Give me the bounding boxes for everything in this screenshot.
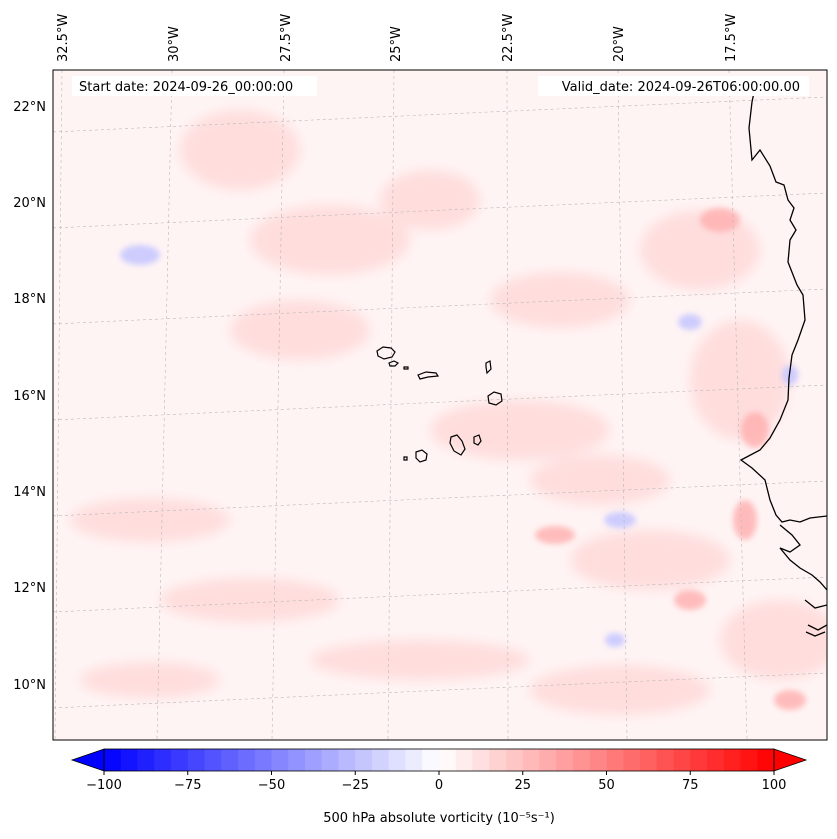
island-santa-luzia <box>403 366 409 370</box>
lon-label: 30°W <box>167 26 182 62</box>
colorbar-cell <box>656 749 674 771</box>
island-maio <box>473 434 482 446</box>
colorbar-cell <box>589 749 607 771</box>
colorbar-cell <box>338 749 356 771</box>
lon-label: 25°W <box>389 26 404 62</box>
lat-label: 12°N <box>13 581 46 596</box>
colorbar-cell <box>238 749 256 771</box>
vorticity-contours-positive <box>70 110 827 715</box>
colorbar-cell <box>673 749 691 771</box>
lon-label: 32.5°W <box>56 14 71 62</box>
colorbar-cell <box>204 749 222 771</box>
colorbar-cell <box>489 749 507 771</box>
colorbar-cell <box>405 749 423 771</box>
colorbar-tick-label: 50 <box>598 778 615 793</box>
colorbar-cell <box>321 749 339 771</box>
colorbar-cell <box>757 749 775 771</box>
colorbar: −100 −75 −50 −25 0 25 50 75 100 500 hPa absolute… <box>70 748 808 826</box>
colorbar-ticks: −100 −75 −50 −25 0 25 50 75 100 <box>86 771 786 793</box>
cape-verde-islands <box>376 346 503 463</box>
island-sal <box>485 360 492 375</box>
valid-date-box <box>538 76 809 96</box>
colorbar-tick-label: −75 <box>174 778 201 793</box>
colorbar-label: 500 hPa absolute vorticity (10⁻⁵s⁻¹) <box>323 811 555 826</box>
colorbar-cell <box>740 749 758 771</box>
colorbar-cell <box>556 749 574 771</box>
start-date-label: Start date: 2024-09-26_00:00:00 <box>79 80 293 95</box>
lat-label: 18°N <box>13 292 46 307</box>
gridlines <box>53 70 827 740</box>
island-santiago <box>449 434 466 456</box>
latitude-labels: 22°N 20°N 18°N 16°N 14°N 12°N 10°N <box>13 100 46 693</box>
colorbar-cell <box>305 749 323 771</box>
colorbar-cell <box>254 749 272 771</box>
lon-label: 17.5°W <box>724 14 739 62</box>
colorbar-cell <box>472 749 490 771</box>
lon-label: 20°W <box>612 26 627 62</box>
island-boa-vista <box>487 391 503 406</box>
colorbar-cell <box>723 749 741 771</box>
colorbar-cell <box>104 749 122 771</box>
colorbar-cell <box>171 749 189 771</box>
colorbar-cell <box>707 749 725 771</box>
colorbar-cell <box>221 749 239 771</box>
colorbar-cell <box>606 749 624 771</box>
island-fogo <box>415 449 428 463</box>
lat-label: 14°N <box>13 485 46 500</box>
colorbar-cell <box>120 749 138 771</box>
africa-coastline <box>739 77 827 637</box>
colorbar-cell <box>154 749 172 771</box>
lat-label: 22°N <box>13 100 46 115</box>
colorbar-cell <box>271 749 289 771</box>
start-date-box <box>72 76 317 96</box>
colorbar-cell <box>439 749 457 771</box>
map-frame <box>52 69 828 741</box>
colorbar-cell <box>422 749 440 771</box>
colorbar-cells <box>104 749 775 771</box>
colorbar-cell <box>137 749 155 771</box>
lat-label: 10°N <box>13 678 46 693</box>
colorbar-tick-label: 75 <box>682 778 699 793</box>
island-sao-vicente <box>388 360 400 367</box>
colorbar-cell <box>355 749 373 771</box>
colorbar-tick-label: 0 <box>435 778 443 793</box>
colorbar-cell <box>522 749 540 771</box>
colorbar-cell <box>623 749 641 771</box>
header-annotations: Start date: 2024-09-26_00:00:00 Valid_da… <box>72 76 809 96</box>
colorbar-cell <box>372 749 390 771</box>
colorbar-tick-label: −25 <box>342 778 369 793</box>
island-santo-antao <box>376 346 396 360</box>
colorbar-cell <box>455 749 473 771</box>
colorbar-tick-label: 25 <box>514 778 531 793</box>
colorbar-tick-label: 100 <box>762 778 787 793</box>
island-brava <box>403 456 408 461</box>
colorbar-tick-label: −100 <box>86 778 122 793</box>
lon-label: 22.5°W <box>501 14 516 62</box>
map-panel <box>53 70 827 740</box>
lon-label: 27.5°W <box>279 14 294 62</box>
lat-label: 20°N <box>13 196 46 211</box>
colorbar-cell <box>573 749 591 771</box>
vorticity-contours-strong <box>535 208 806 710</box>
colorbar-cell <box>690 749 708 771</box>
colorbar-cell <box>288 749 306 771</box>
colorbar-cell <box>506 749 524 771</box>
colorbar-cell <box>640 749 658 771</box>
colorbar-tick-label: −50 <box>258 778 285 793</box>
valid-date-label: Valid_date: 2024-09-26T06:00:00.00 <box>562 80 800 95</box>
longitude-labels: 32.5°W 30°W 27.5°W 25°W 22.5°W 20°W 17.5… <box>56 14 739 62</box>
lat-label: 16°N <box>13 389 46 404</box>
colorbar-cell <box>388 749 406 771</box>
colorbar-cell <box>539 749 557 771</box>
colorbar-extend-low <box>70 748 105 772</box>
island-sao-nicolau <box>417 371 440 380</box>
colorbar-extend-high <box>773 748 808 772</box>
colorbar-cell <box>187 749 205 771</box>
